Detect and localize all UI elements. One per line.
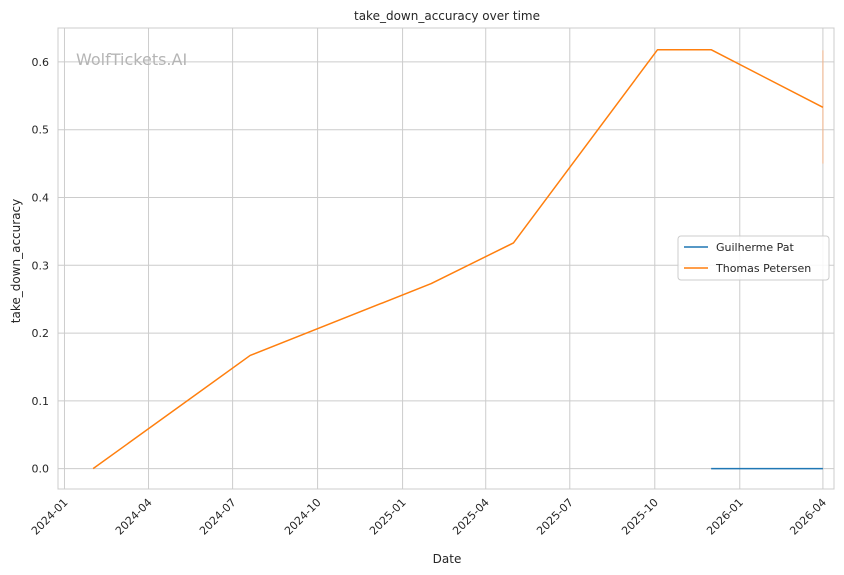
data-layer <box>92 48 824 470</box>
legend-label-thomas-petersen: Thomas Petersen <box>715 262 811 275</box>
legend: Guilherme Pat Thomas Petersen <box>677 235 830 281</box>
y-tick-label: 0.5 <box>32 124 50 137</box>
legend-label-guilherme-pat: Guilherme Pat <box>716 241 795 254</box>
x-axis-label: Date <box>433 552 462 566</box>
x-tick-label: 2024-04 <box>113 496 155 538</box>
y-tick-label: 0.1 <box>32 395 50 408</box>
y-tick-label: 0.6 <box>32 56 50 69</box>
x-tick-label: 2025-07 <box>534 496 576 538</box>
y-tick-label: 0.0 <box>32 463 50 476</box>
x-tick-label: 2024-07 <box>197 496 239 538</box>
x-tick-label: 2025-10 <box>619 496 661 538</box>
x-tick-label: 2025-01 <box>367 496 409 538</box>
y-tick-label: 0.3 <box>32 259 50 272</box>
y-tick-label: 0.2 <box>32 327 50 340</box>
x-tick-label: 2026-04 <box>787 496 829 538</box>
x-tick-label: 2024-01 <box>29 496 71 538</box>
grid <box>58 28 834 489</box>
y-axis-label: take_down_accuracy <box>9 199 23 323</box>
y-tick-label: 0.4 <box>32 191 50 204</box>
plot-frame <box>57 27 835 490</box>
x-tick-label: 2026-01 <box>704 496 746 538</box>
x-tick-label: 2025-04 <box>450 496 492 538</box>
series-line-thomas-petersen <box>92 48 824 470</box>
watermark: WolfTickets.AI <box>76 50 187 69</box>
legend-box <box>677 235 830 281</box>
x-tick-label: 2024-10 <box>282 496 324 538</box>
chart-title: take_down_accuracy over time <box>354 9 540 23</box>
